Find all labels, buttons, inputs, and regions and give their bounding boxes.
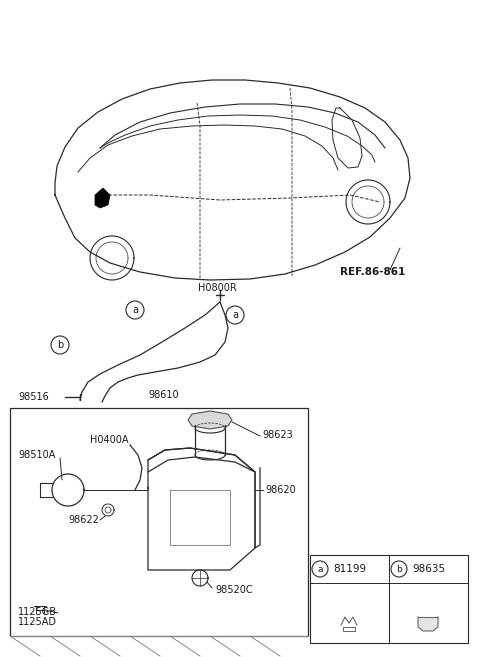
Text: 98623: 98623 <box>262 430 293 440</box>
Text: 1125GB: 1125GB <box>18 607 57 617</box>
Text: 98635: 98635 <box>412 564 445 574</box>
Text: b: b <box>57 340 63 350</box>
Text: a: a <box>317 564 323 574</box>
Text: 98510A: 98510A <box>18 450 55 460</box>
Polygon shape <box>95 188 110 208</box>
Text: 1125AD: 1125AD <box>18 617 57 627</box>
Text: H0400A: H0400A <box>90 435 129 445</box>
Text: 98520C: 98520C <box>215 585 252 595</box>
Text: b: b <box>396 564 402 574</box>
Bar <box>310 555 468 643</box>
Text: a: a <box>232 310 238 320</box>
Text: 81199: 81199 <box>333 564 366 574</box>
Polygon shape <box>188 411 232 429</box>
Bar <box>10 408 308 636</box>
Text: 98622: 98622 <box>68 515 99 525</box>
Text: 98516: 98516 <box>18 392 49 402</box>
Text: 98610: 98610 <box>148 390 179 400</box>
Text: 98620: 98620 <box>265 485 296 495</box>
Text: H0800R: H0800R <box>198 283 237 293</box>
Polygon shape <box>418 617 438 631</box>
Text: REF.86-861: REF.86-861 <box>340 267 405 277</box>
Text: a: a <box>132 305 138 315</box>
